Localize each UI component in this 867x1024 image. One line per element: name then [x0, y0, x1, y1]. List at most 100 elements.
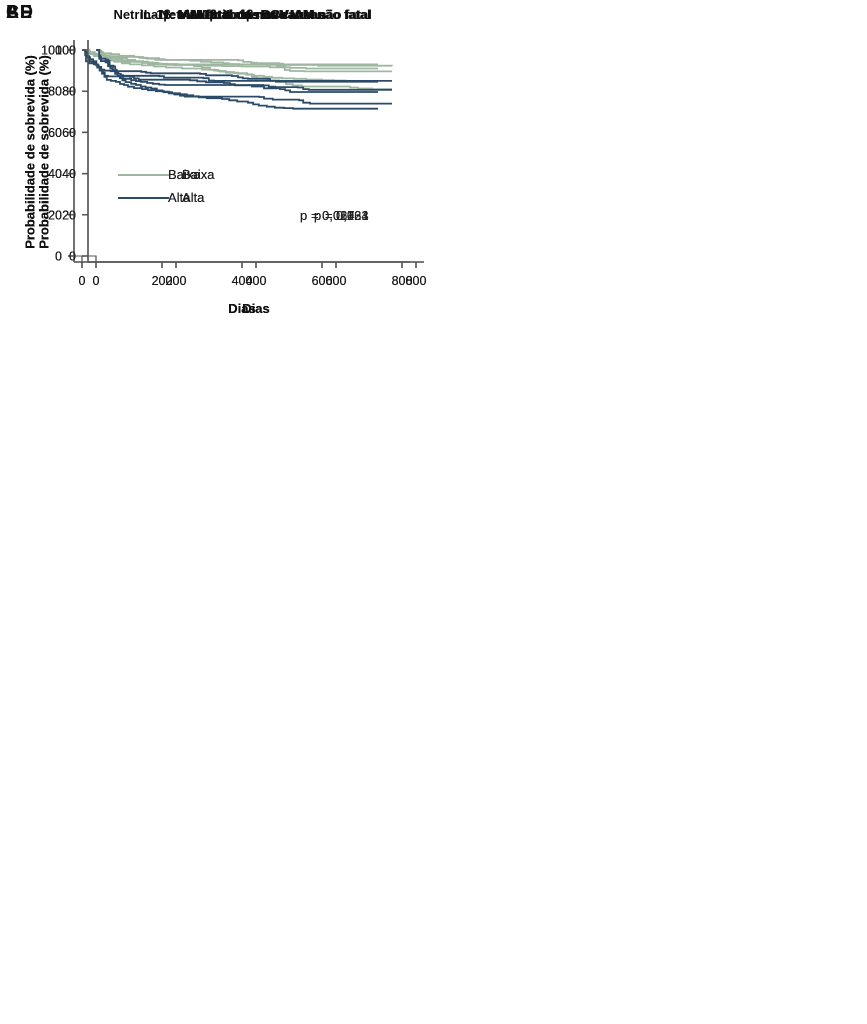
y-tick-label: 100 [55, 44, 76, 58]
baixa-line-swatch [132, 173, 169, 176]
x-tick-label: 0 [79, 274, 86, 288]
y-tick-label: 80 [62, 85, 76, 99]
panel-letter: E [20, 2, 33, 22]
y-tick-label: 40 [48, 167, 62, 181]
y-tick-label: 60 [48, 126, 62, 140]
x-tick-label: 800 [406, 274, 427, 288]
p-value: p = 0,011 [300, 208, 354, 223]
p-value: p = 0,024 [300, 208, 355, 223]
x-tick-label: 800 [406, 274, 427, 288]
x-tick-label: 0 [93, 274, 100, 288]
x-tick-label: 0 [79, 274, 86, 288]
x-tick-label: 600 [312, 274, 333, 288]
x-tick-label: 800 [392, 274, 413, 288]
y-tick-label: 40 [48, 167, 62, 181]
y-tick-label: 20 [48, 208, 62, 222]
panel-title: IL-1β: DCV [222, 7, 290, 22]
x-axis-label: Dias [228, 301, 256, 316]
x-tick-label: 600 [326, 274, 347, 288]
x-tick-label: 0 [93, 274, 100, 288]
panel-letter: C [6, 2, 19, 22]
x-tick-label: 0 [79, 274, 86, 288]
y-tick-label: 100 [55, 44, 76, 58]
y-tick-label: 60 [48, 126, 62, 140]
x-tick-label: 800 [392, 274, 413, 288]
x-tick-label: 0 [93, 274, 100, 288]
legend-label: Alta [182, 190, 205, 205]
panel-title: IL-1β: todas as causas [186, 7, 326, 22]
y-tick-label: 0 [55, 250, 62, 264]
x-axis-label: Dias [242, 301, 270, 316]
panel-title: Netrina-1: todas as causas [159, 7, 325, 22]
x-tick-label: 400 [232, 274, 253, 288]
x-axis-label: Dias [242, 301, 270, 316]
x-tick-label: 400 [232, 274, 253, 288]
x-tick-label: 800 [406, 274, 427, 288]
x-axis-label: Dias [242, 301, 270, 316]
x-axis-label: Dias [228, 301, 256, 316]
legend-label: Alta [182, 190, 205, 205]
p-value: p = 0,123 [314, 208, 369, 223]
y-tick-label: 20 [48, 208, 62, 222]
curve-baixa [96, 49, 392, 90]
legend-label: Baixa [182, 167, 215, 182]
y-tick-label: 60 [48, 126, 62, 140]
y-tick-label: 100 [55, 44, 76, 58]
y-tick-label: 40 [62, 167, 76, 181]
curve-baixa [96, 49, 393, 67]
p-value: p = 0,064 [314, 208, 369, 223]
x-tick-label: 400 [246, 274, 267, 288]
curve-alta [96, 49, 392, 82]
p-value: p = 0,031 [314, 208, 369, 223]
curve-alta [96, 49, 392, 91]
panel-title: Netrina-1: DCV [196, 7, 288, 22]
legend-label: Alta [168, 190, 191, 205]
curve-alta [82, 49, 378, 83]
survival-plot: 0 20 40 60 80 100 0 200 400 600 800 [55, 40, 426, 288]
panel-title: IL-1β: IAM fatal ou novo IAM não fatal [140, 7, 372, 22]
legend-label: Baixa [182, 167, 215, 182]
legend-label: Alta [182, 190, 205, 205]
x-tick-label: 200 [166, 274, 187, 288]
x-tick-label: 400 [246, 274, 267, 288]
alta-line-swatch [132, 196, 169, 199]
y-tick-label: 20 [62, 208, 76, 222]
km-panel-b: B Netrina-1: DCV Probabilidade de sobrev… [0, 0, 434, 341]
y-tick-label: 80 [48, 85, 62, 99]
legend-label: Alta [168, 190, 191, 205]
y-tick-label: 0 [55, 250, 62, 264]
x-tick-label: 600 [326, 274, 347, 288]
curve-baixa [82, 49, 378, 66]
panel-letter: B [6, 2, 19, 22]
x-axis-label: Dias [228, 301, 256, 316]
x-tick-label: 600 [312, 274, 333, 288]
panel-letter: A [6, 2, 19, 22]
x-tick-label: 400 [232, 274, 253, 288]
y-tick-label: 0 [55, 250, 62, 264]
x-tick-label: 800 [392, 274, 413, 288]
axes: 0 20 40 60 80 100 0 200 400 600 800 [55, 40, 426, 288]
legend: Baixa Alta [132, 167, 215, 205]
y-tick-label: 20 [48, 208, 62, 222]
legend-label: Baixa [168, 167, 201, 182]
y-tick-label: 100 [41, 44, 62, 58]
panel-title: Netrina-1: IAM fatal ou novo IAM não fat… [113, 7, 371, 22]
x-tick-label: 600 [326, 274, 347, 288]
origin-notch [88, 255, 97, 262]
legend-item-baixa: Baixa [132, 167, 215, 182]
legend-label: Baixa [168, 167, 201, 182]
x-tick-label: 200 [152, 274, 173, 288]
legend-item-alta: Alta [132, 190, 215, 205]
x-tick-label: 600 [312, 274, 333, 288]
y-tick-label: 100 [41, 44, 62, 58]
panel-letter: F [20, 2, 31, 22]
x-tick-label: 200 [166, 274, 187, 288]
panel-letter: D [20, 2, 33, 22]
x-tick-label: 200 [152, 274, 173, 288]
y-tick-label: 80 [48, 85, 62, 99]
x-tick-label: 200 [152, 274, 173, 288]
legend-label: Baixa [182, 167, 215, 182]
legend-label: Alta [168, 190, 191, 205]
y-tick-label: 60 [62, 126, 76, 140]
